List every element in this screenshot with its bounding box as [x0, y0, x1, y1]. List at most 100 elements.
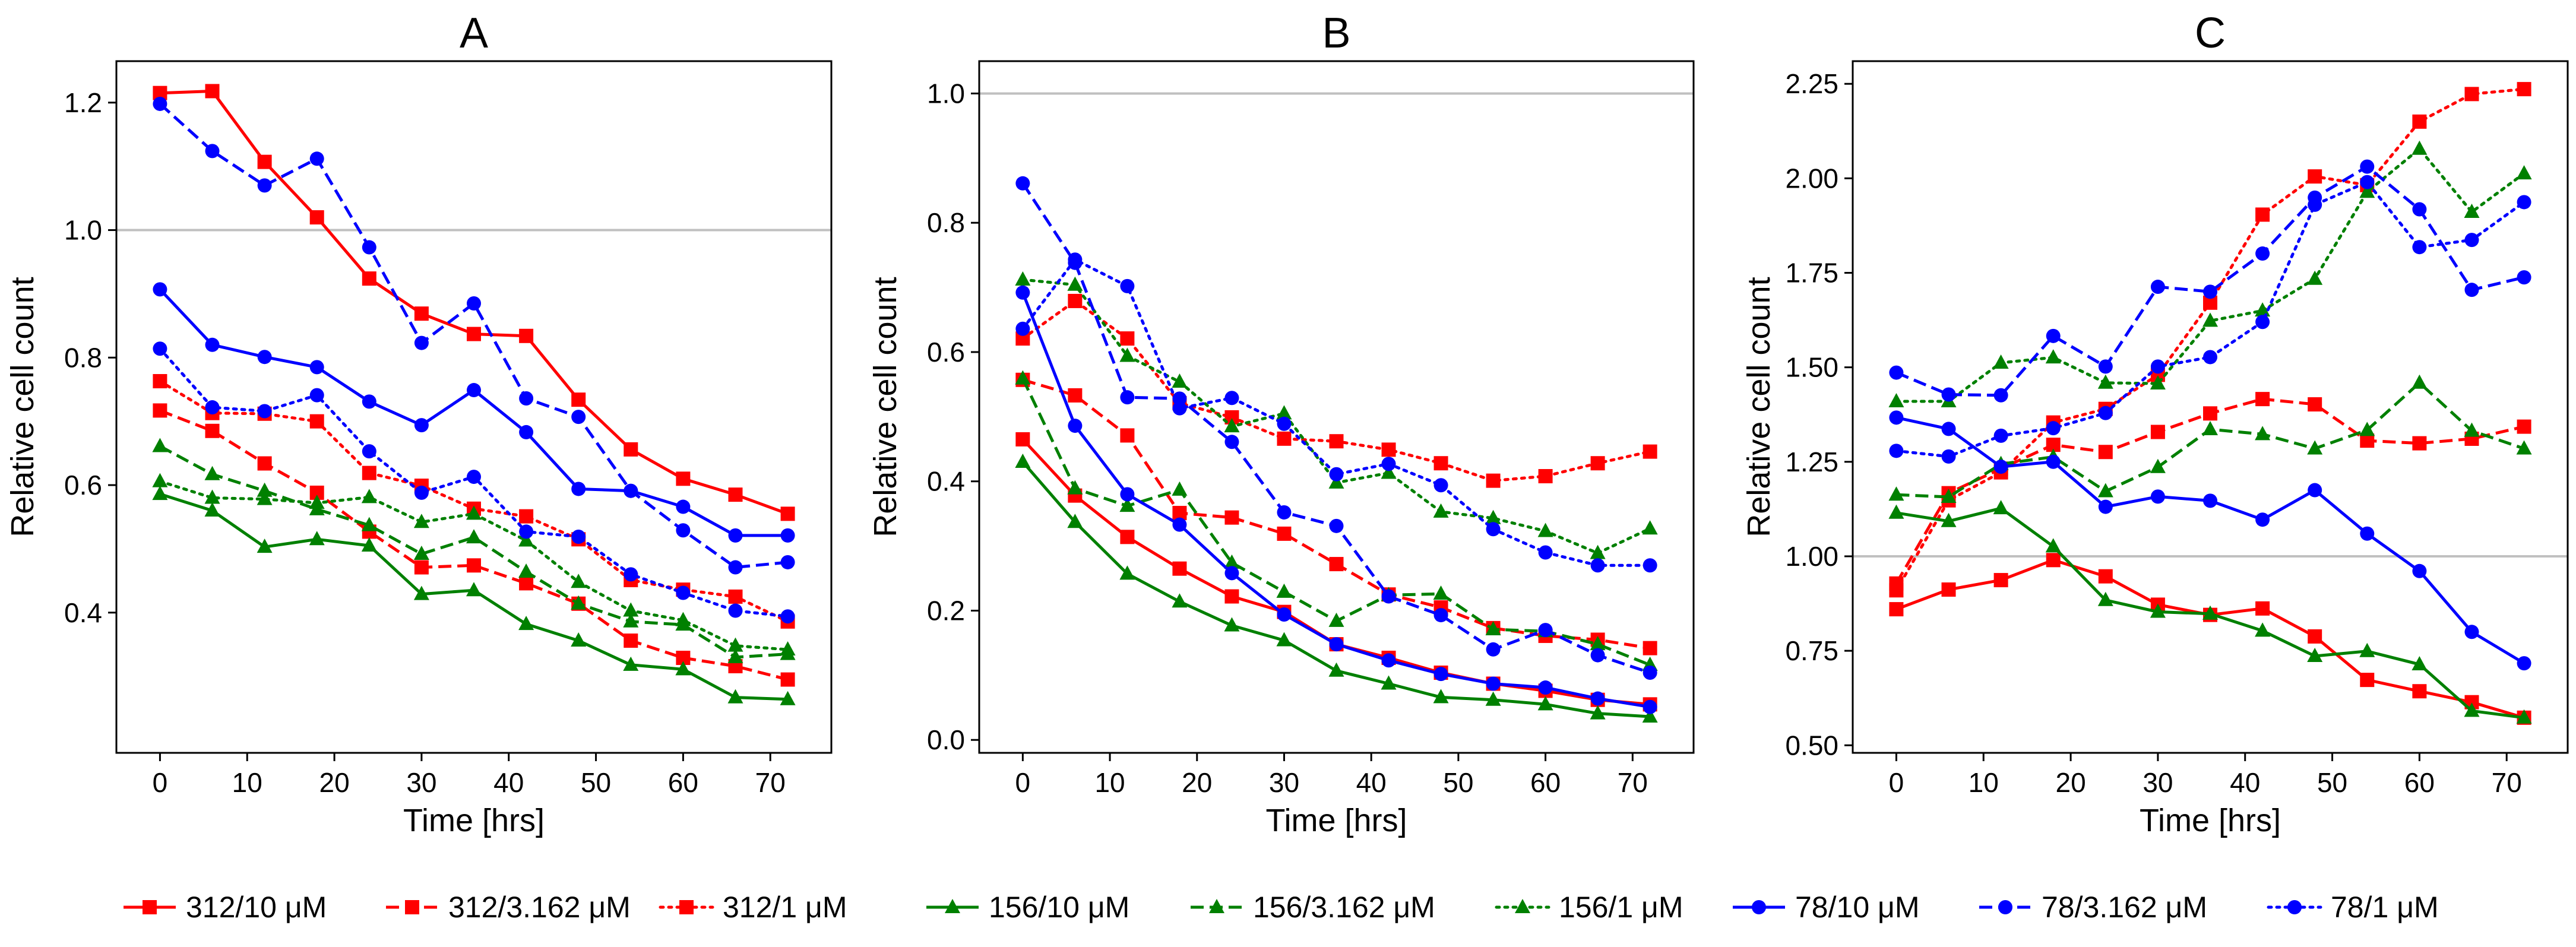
data-point — [519, 524, 534, 539]
data-point — [1941, 387, 1956, 402]
y-tick-label: 2.00 — [1785, 163, 1838, 194]
data-point — [153, 96, 167, 111]
data-point — [1485, 621, 1501, 636]
data-point — [727, 648, 743, 663]
data-point — [1889, 602, 1904, 617]
data-point — [152, 486, 168, 501]
series-6 — [152, 473, 796, 656]
x-tick-label: 10 — [232, 767, 262, 798]
data-point — [2464, 87, 2479, 102]
plot-frame — [115, 60, 833, 754]
x-tick-label: 50 — [1443, 767, 1473, 798]
data-point — [624, 483, 638, 498]
y-tick-label: 0.0 — [927, 724, 965, 755]
data-point — [1224, 566, 1239, 581]
x-tick-label: 0 — [1889, 767, 1904, 798]
series-7 — [153, 282, 795, 543]
data-point — [1993, 428, 2008, 443]
x-tick-label: 70 — [1618, 767, 1648, 798]
data-point — [727, 637, 743, 652]
data-point — [1888, 392, 1904, 407]
data-point — [2046, 421, 2061, 436]
data-point — [1993, 354, 2009, 369]
data-point — [518, 616, 534, 631]
data-point — [467, 558, 481, 573]
data-point — [1329, 467, 1344, 482]
data-point — [675, 661, 691, 676]
chart-panel-a: 0 10 20 30 40 50 60 70 0.4 0.6 0.8 1.0 1.2 A Time [hrs… — [5, 9, 833, 838]
plot-frame — [1852, 60, 2569, 754]
data-point — [2255, 426, 2271, 441]
data-point — [1119, 498, 1135, 512]
data-point — [2360, 175, 2375, 189]
y-tick-label: 1.00 — [1785, 541, 1838, 572]
legend-marker — [1209, 899, 1224, 913]
data-point — [2203, 493, 2217, 508]
x-tick-label: 30 — [1269, 767, 1299, 798]
data-point — [780, 528, 795, 543]
data-point — [1329, 637, 1344, 652]
data-point — [1538, 623, 1553, 638]
data-point — [2516, 165, 2532, 180]
data-point — [728, 560, 743, 575]
data-point — [1224, 554, 1240, 569]
data-point — [205, 144, 220, 159]
data-point — [2412, 374, 2428, 389]
data-point — [1590, 705, 1606, 720]
plot-frame — [978, 60, 1695, 754]
data-point — [1889, 365, 1904, 380]
data-point — [2464, 283, 2479, 297]
data-point — [2203, 350, 2217, 365]
x-tick-label: 60 — [668, 767, 698, 798]
data-point — [571, 632, 587, 647]
data-point — [1277, 526, 1292, 541]
series-9 — [1015, 252, 1657, 573]
legend-item: 156/1 μM — [1495, 891, 1683, 924]
data-point — [1993, 573, 2008, 588]
data-point — [2097, 591, 2113, 606]
data-point — [1172, 373, 1188, 388]
data-point — [1224, 418, 1240, 433]
data-point — [1067, 480, 1083, 495]
data-point — [2150, 489, 2165, 504]
data-point — [571, 392, 586, 407]
series-6 — [1015, 271, 1658, 559]
data-point — [1015, 321, 1030, 336]
data-point — [1015, 176, 1030, 191]
data-point — [518, 563, 534, 578]
data-point — [1642, 520, 1658, 535]
data-point — [414, 335, 429, 350]
data-point — [2464, 422, 2480, 437]
data-point — [2464, 702, 2480, 717]
data-point — [780, 555, 795, 569]
data-point — [1888, 486, 1904, 501]
data-point — [727, 689, 743, 704]
data-point — [309, 531, 325, 546]
data-point — [1643, 665, 1657, 680]
data-point — [1433, 667, 1448, 682]
series-8 — [1015, 176, 1657, 680]
data-point — [728, 589, 743, 604]
series-7 — [1015, 285, 1657, 714]
data-point — [2255, 246, 2270, 261]
x-tick-label: 10 — [1969, 767, 1999, 798]
data-point — [1590, 558, 1605, 573]
data-point — [362, 271, 376, 286]
data-point — [1276, 583, 1292, 598]
data-point — [2098, 445, 2113, 460]
data-point — [1328, 662, 1344, 677]
data-point — [780, 672, 795, 687]
legend-marker — [143, 900, 157, 914]
data-point — [2045, 538, 2061, 553]
data-point — [204, 502, 220, 517]
legend-marker — [1998, 900, 2012, 914]
data-point — [361, 489, 377, 503]
data-point — [1941, 512, 1957, 527]
data-point — [2464, 204, 2480, 218]
data-point — [466, 529, 482, 544]
data-point — [467, 327, 481, 341]
data-point — [780, 609, 795, 624]
data-point — [519, 576, 534, 591]
data-point — [1277, 416, 1292, 431]
x-tick-label: 0 — [153, 767, 168, 798]
